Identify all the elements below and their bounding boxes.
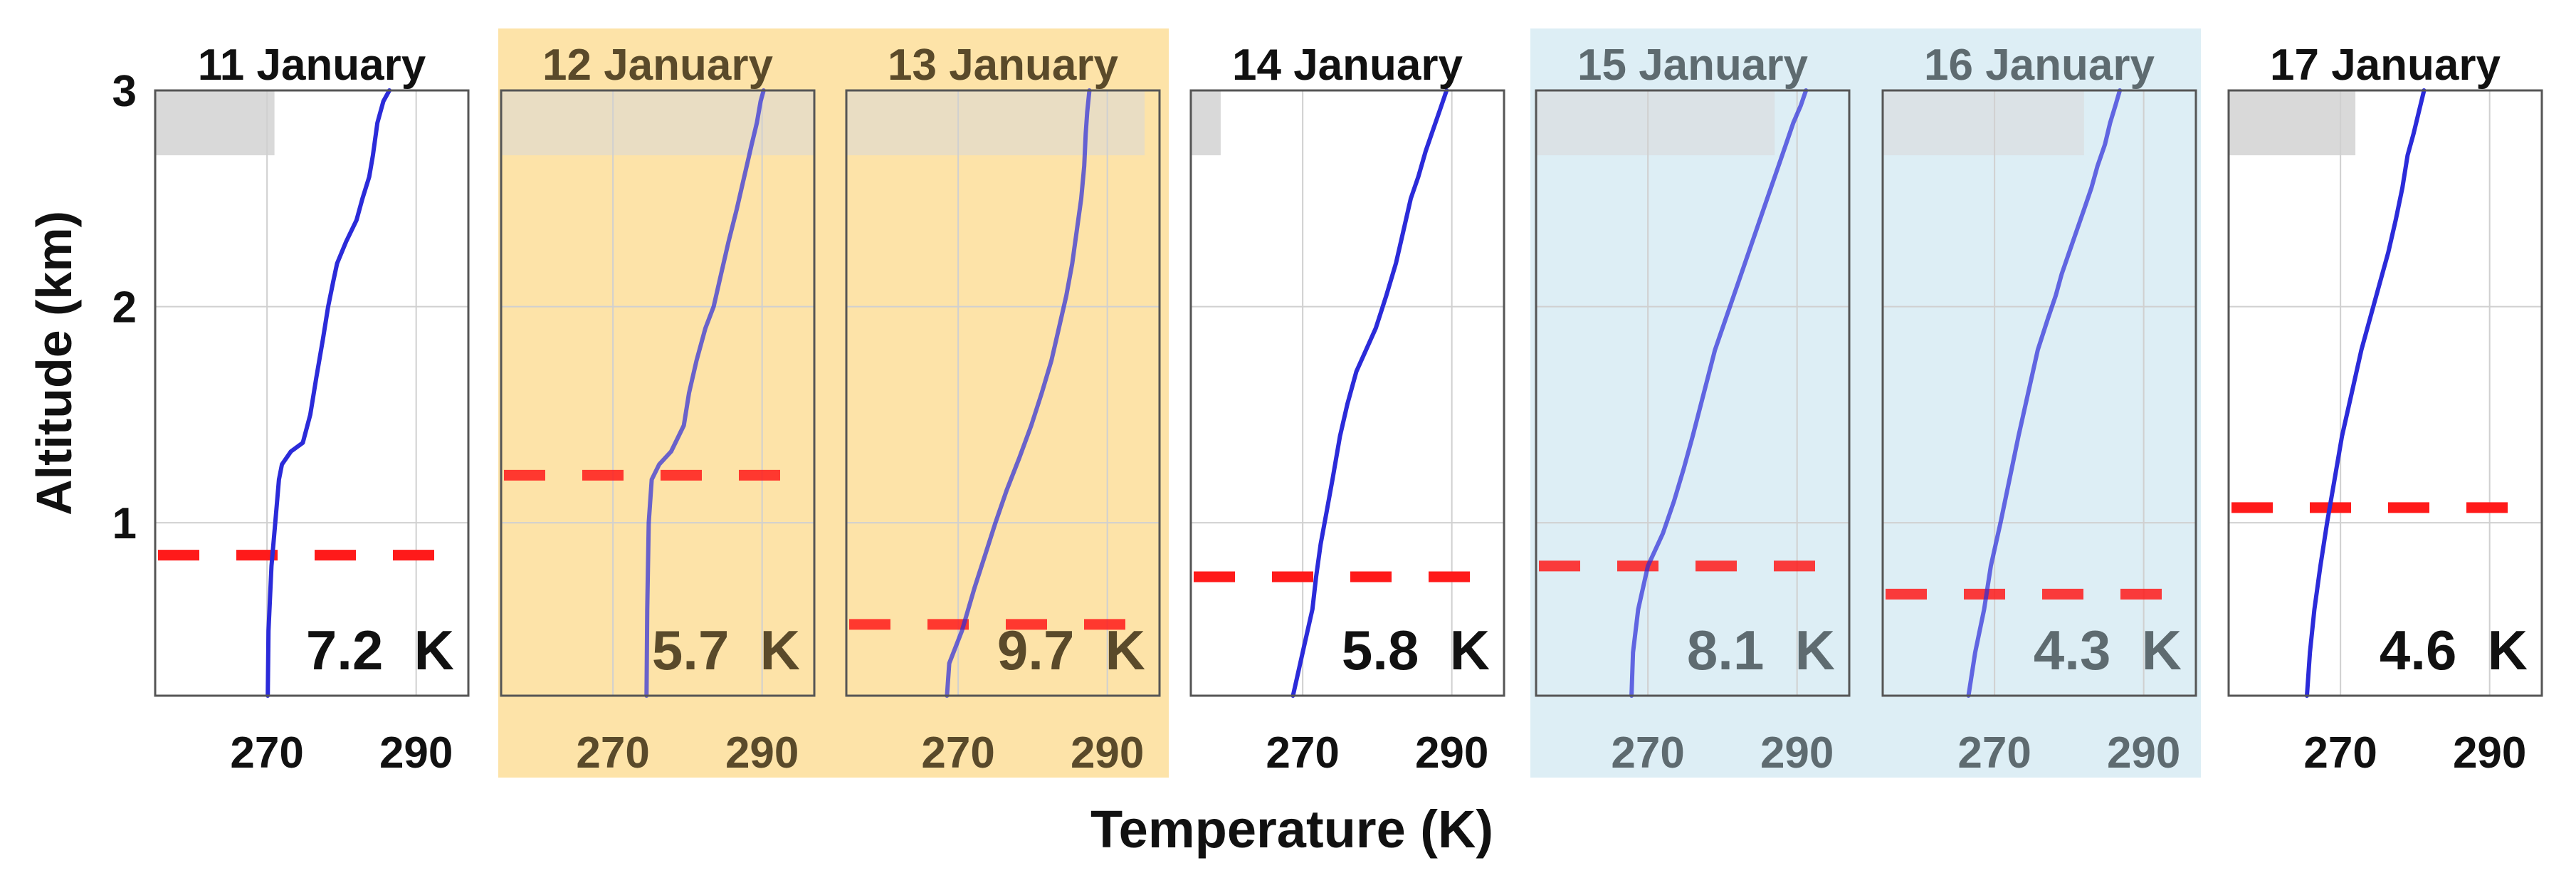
y-axis-label: Altitude (km) [26,211,82,516]
gray-shading-band [1191,90,1221,156]
temperature-profile-line [644,88,766,698]
gray-shading-band [155,90,275,156]
plot-area [2229,90,2542,696]
panel-value-label: 8.1 K [1687,619,1835,681]
gray-shading-band [501,90,814,156]
y-tick-label: 2 [112,283,137,333]
x-tick-label: 270 [921,728,994,778]
panel-value-label: 7.2 K [306,619,454,681]
chart-panel: 14 January 270 290 5.8 K [1189,41,1505,778]
panel-frame [1189,89,1505,697]
temperature-profile-line [2305,88,2427,698]
x-tick-label: 270 [1611,728,1684,778]
panels-container: 11 January 270 290 7.2 K 1 2 3 12 January 270 290… [112,41,2543,778]
panel-frame [1881,89,2197,697]
chart-panel: 11 January 270 290 7.2 K 1 2 3 [112,41,470,778]
x-tick-label: 290 [725,728,799,778]
x-axis-label: Temperature (K) [1090,800,1493,859]
y-tick-label: 1 [112,499,137,548]
panel-title: 16 January [1924,41,2155,90]
gray-shading-band [2229,90,2356,156]
panel-value-label: 4.3 K [2034,619,2182,681]
gray-shading-band [846,90,1145,156]
temperature-profile-line [266,88,391,698]
x-tick-label: 290 [1760,728,1834,778]
chart-panel: 16 January 270 290 4.3 K [1881,41,2197,778]
gray-shading-band [1883,90,2084,156]
panel-value-label: 9.7 K [997,619,1145,681]
panel-value-label: 4.6 K [2380,619,2528,681]
panel-frame [2227,89,2543,697]
temperature-profile-line [1966,88,2123,698]
panel-title: 11 January [198,41,426,90]
chart-panel: 15 January 270 290 8.1 K [1535,41,1851,778]
x-tick-label: 290 [1415,728,1488,778]
x-tick-label: 290 [1071,728,1144,778]
x-tick-label: 270 [2303,728,2377,778]
x-tick-label: 270 [1266,728,1339,778]
panel-frame [845,89,1161,697]
x-tick-label: 270 [230,728,303,778]
temperature-profile-line [945,88,1092,698]
gray-shading-band [1536,90,1775,156]
x-tick-label: 270 [576,728,649,778]
panel-frame [1535,89,1851,697]
panel-title: 15 January [1577,41,1809,90]
y-tick-label: 3 [112,67,137,116]
temperature-profile-line [1629,88,1809,698]
panel-value-label: 5.7 K [652,619,800,681]
temperature-profile-line [1290,88,1449,698]
chart-panel: 17 January 270 290 4.6 K [2227,41,2543,778]
panel-title: 12 January [542,41,774,90]
x-tick-label: 290 [2107,728,2180,778]
panel-title: 14 January [1232,41,1463,90]
plot-area [1191,90,1504,696]
x-tick-label: 290 [379,728,453,778]
x-tick-label: 290 [2453,728,2526,778]
panel-title: 13 January [888,41,1119,90]
panel-title: 17 January [2270,41,2501,90]
panel-value-label: 5.8 K [1342,619,1490,681]
chart-panel: 13 January 270 290 9.7 K [845,41,1161,778]
x-tick-label: 270 [1957,728,2031,778]
panel-frame [154,89,470,697]
chart-panel: 12 January 270 290 5.7 K [500,41,816,778]
panel-frame [500,89,816,697]
